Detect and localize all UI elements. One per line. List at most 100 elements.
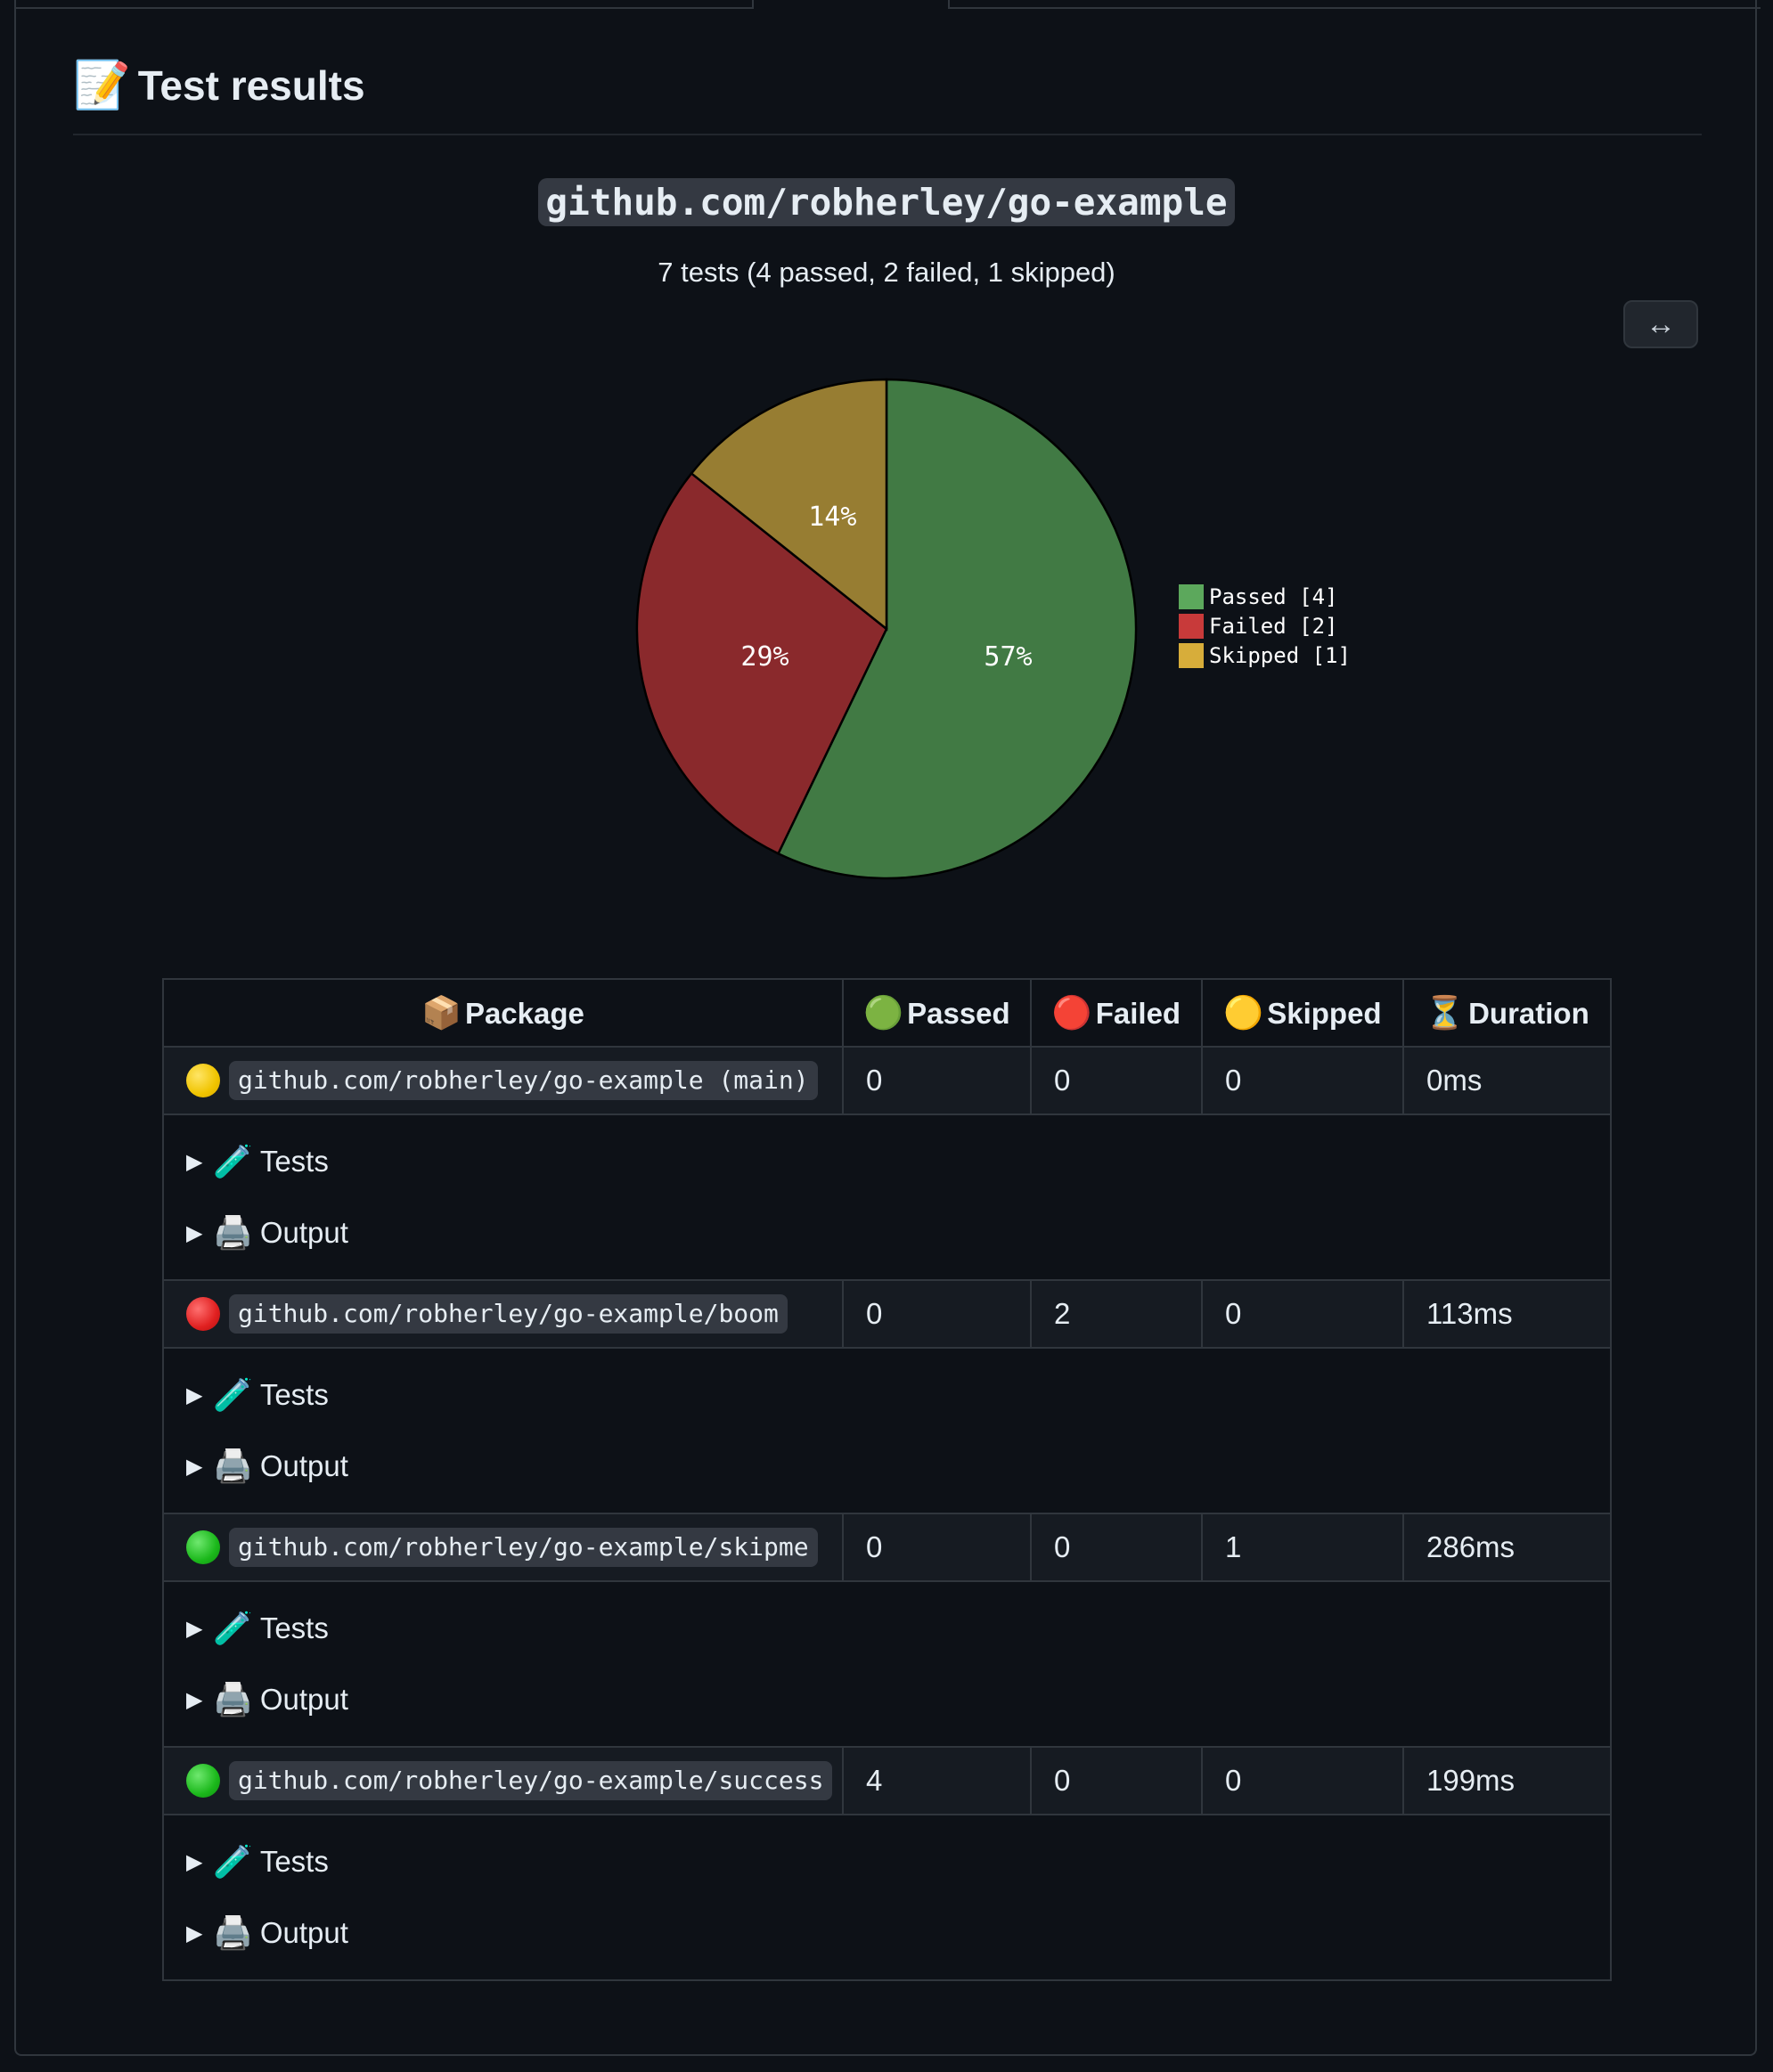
tests-label: Tests <box>259 1845 329 1878</box>
pie-percent-label: 29% <box>740 641 788 673</box>
table-row: github.com/robherley/go-example/boom 0 2… <box>162 1279 1612 1349</box>
pie-percent-label: 14% <box>808 502 856 533</box>
hourglass-icon: ⏳ <box>1425 994 1466 1031</box>
output-disclosure[interactable]: ▶ 🖨️ Output <box>186 1431 1588 1502</box>
package-cell: github.com/robherley/go-example/skipme <box>162 1513 844 1582</box>
tests-label: Tests <box>259 1611 329 1644</box>
details-cell: ▶ 🧪 Tests ▶ 🖨️ Output <box>162 1113 1612 1281</box>
col-header-label: Duration <box>1468 997 1589 1030</box>
green-circle-icon: 🟢 <box>863 994 904 1031</box>
printer-icon: 🖨️ <box>213 1448 253 1484</box>
summary-panel <box>14 0 1757 2056</box>
pie-slice-passed <box>776 378 1138 880</box>
details-row: ▶ 🧪 Tests ▶ 🖨️ Output <box>162 1113 1612 1281</box>
duration-cell: 199ms <box>1402 1746 1612 1815</box>
yellow-circle-icon: 🟡 <box>1223 994 1264 1031</box>
tab-divider-left <box>14 0 754 9</box>
yellow-circle-icon <box>186 1064 220 1097</box>
test-tube-icon: 🧪 <box>213 1143 253 1179</box>
tests-disclosure[interactable]: ▶ 🧪 Tests <box>186 1593 1588 1664</box>
legend-swatch <box>1179 643 1204 668</box>
skipped-cell: 0 <box>1201 1279 1404 1349</box>
red-circle-icon <box>186 1297 220 1331</box>
package-name: github.com/robherley/go-example (main) <box>229 1061 818 1100</box>
duration-cell: 113ms <box>1402 1279 1612 1349</box>
failed-cell: 0 <box>1030 1746 1203 1815</box>
pie-slices <box>635 378 1138 880</box>
col-header-label: Failed <box>1095 997 1181 1030</box>
caret-right-icon: ▶ <box>186 1921 203 1946</box>
package-icon: 📦 <box>421 994 462 1031</box>
pie-legend: Passed [4] Failed [2] Skipped [1] <box>1179 584 1351 668</box>
section-heading: 📝 Test results <box>73 59 1702 135</box>
col-header-skipped: 🟡 Skipped <box>1201 978 1404 1048</box>
test-summary: 7 tests (4 passed, 2 failed, 1 skipped) <box>658 257 1115 288</box>
caret-right-icon: ▶ <box>186 1220 203 1245</box>
details-row: ▶ 🧪 Tests ▶ 🖨️ Output <box>162 1347 1612 1514</box>
output-disclosure[interactable]: ▶ 🖨️ Output <box>186 1197 1588 1268</box>
table-row: github.com/robherley/go-example (main) 0… <box>162 1046 1612 1115</box>
caret-right-icon: ▶ <box>186 1383 203 1407</box>
col-header-duration: ⏳ Duration <box>1402 978 1612 1048</box>
col-header-package: 📦 Package <box>162 978 844 1048</box>
output-label: Output <box>259 1449 348 1482</box>
failed-cell: 2 <box>1030 1279 1203 1349</box>
package-cell: github.com/robherley/go-example/success <box>162 1746 844 1815</box>
tests-disclosure[interactable]: ▶ 🧪 Tests <box>186 1126 1588 1197</box>
tests-label: Tests <box>259 1378 329 1411</box>
passed-cell: 4 <box>842 1746 1032 1815</box>
legend-swatch <box>1179 614 1204 639</box>
passed-cell: 0 <box>842 1513 1032 1582</box>
table-header-row: 📦 Package 🟢 Passed 🔴 Failed 🟡 Skipped ⏳ Durat… <box>162 978 1612 1048</box>
col-header-label: Passed <box>907 997 1010 1030</box>
expand-width-button[interactable]: ↔ <box>1623 300 1698 348</box>
memo-icon: 📝 <box>73 60 131 111</box>
col-header-failed: 🔴 Failed <box>1030 978 1203 1048</box>
caret-right-icon: ▶ <box>186 1454 203 1479</box>
tests-disclosure[interactable]: ▶ 🧪 Tests <box>186 1826 1588 1897</box>
legend-swatch <box>1179 584 1204 609</box>
package-title: github.com/robherley/go-example <box>538 178 1235 226</box>
output-label: Output <box>259 1216 348 1249</box>
tests-disclosure[interactable]: ▶ 🧪 Tests <box>186 1359 1588 1431</box>
pie-slice-failed <box>635 471 888 855</box>
output-disclosure[interactable]: ▶ 🖨️ Output <box>186 1664 1588 1735</box>
table-row: github.com/robherley/go-example/success … <box>162 1746 1612 1815</box>
output-disclosure[interactable]: ▶ 🖨️ Output <box>186 1897 1588 1969</box>
test-tube-icon: 🧪 <box>213 1843 253 1880</box>
package-cell: github.com/robherley/go-example (main) <box>162 1046 844 1115</box>
arrows-horizontal-icon: ↔ <box>1646 306 1676 341</box>
caret-right-icon: ▶ <box>186 1687 203 1712</box>
top-tab-strip <box>0 0 1773 9</box>
col-header-label: Skipped <box>1267 997 1382 1030</box>
package-name: github.com/robherley/go-example/success <box>229 1761 833 1800</box>
duration-cell: 0ms <box>1402 1046 1612 1115</box>
legend-label: Passed [4] <box>1209 584 1338 609</box>
col-header-label: Package <box>464 997 584 1030</box>
skipped-cell: 1 <box>1201 1513 1404 1582</box>
printer-icon: 🖨️ <box>213 1914 253 1951</box>
pie-percent-label: 57% <box>984 641 1032 673</box>
package-title-wrap: github.com/robherley/go-example <box>0 178 1773 226</box>
legend-label: Skipped [1] <box>1209 643 1351 668</box>
legend-label: Failed [2] <box>1209 614 1338 639</box>
red-circle-icon: 🔴 <box>1051 994 1092 1031</box>
green-circle-icon <box>186 1530 220 1564</box>
caret-right-icon: ▶ <box>186 1616 203 1641</box>
printer-icon: 🖨️ <box>213 1681 253 1717</box>
package-name: github.com/robherley/go-example/skipme <box>229 1528 818 1567</box>
passed-cell: 0 <box>842 1046 1032 1115</box>
page-title: Test results <box>137 62 365 109</box>
details-row: ▶ 🧪 Tests ▶ 🖨️ Output <box>162 1814 1612 1981</box>
table-row: github.com/robherley/go-example/skipme 0… <box>162 1513 1612 1582</box>
tests-label: Tests <box>259 1145 329 1178</box>
test-tube-icon: 🧪 <box>213 1376 253 1413</box>
package-name: github.com/robherley/go-example/boom <box>229 1294 788 1334</box>
caret-right-icon: ▶ <box>186 1849 203 1874</box>
test-tube-icon: 🧪 <box>213 1610 253 1646</box>
tab-divider-right <box>948 0 1761 9</box>
failed-cell: 0 <box>1030 1513 1203 1582</box>
details-row: ▶ 🧪 Tests ▶ 🖨️ Output <box>162 1580 1612 1748</box>
col-header-passed: 🟢 Passed <box>842 978 1032 1048</box>
pie-labels: 57% 29% 14% <box>740 502 1032 673</box>
